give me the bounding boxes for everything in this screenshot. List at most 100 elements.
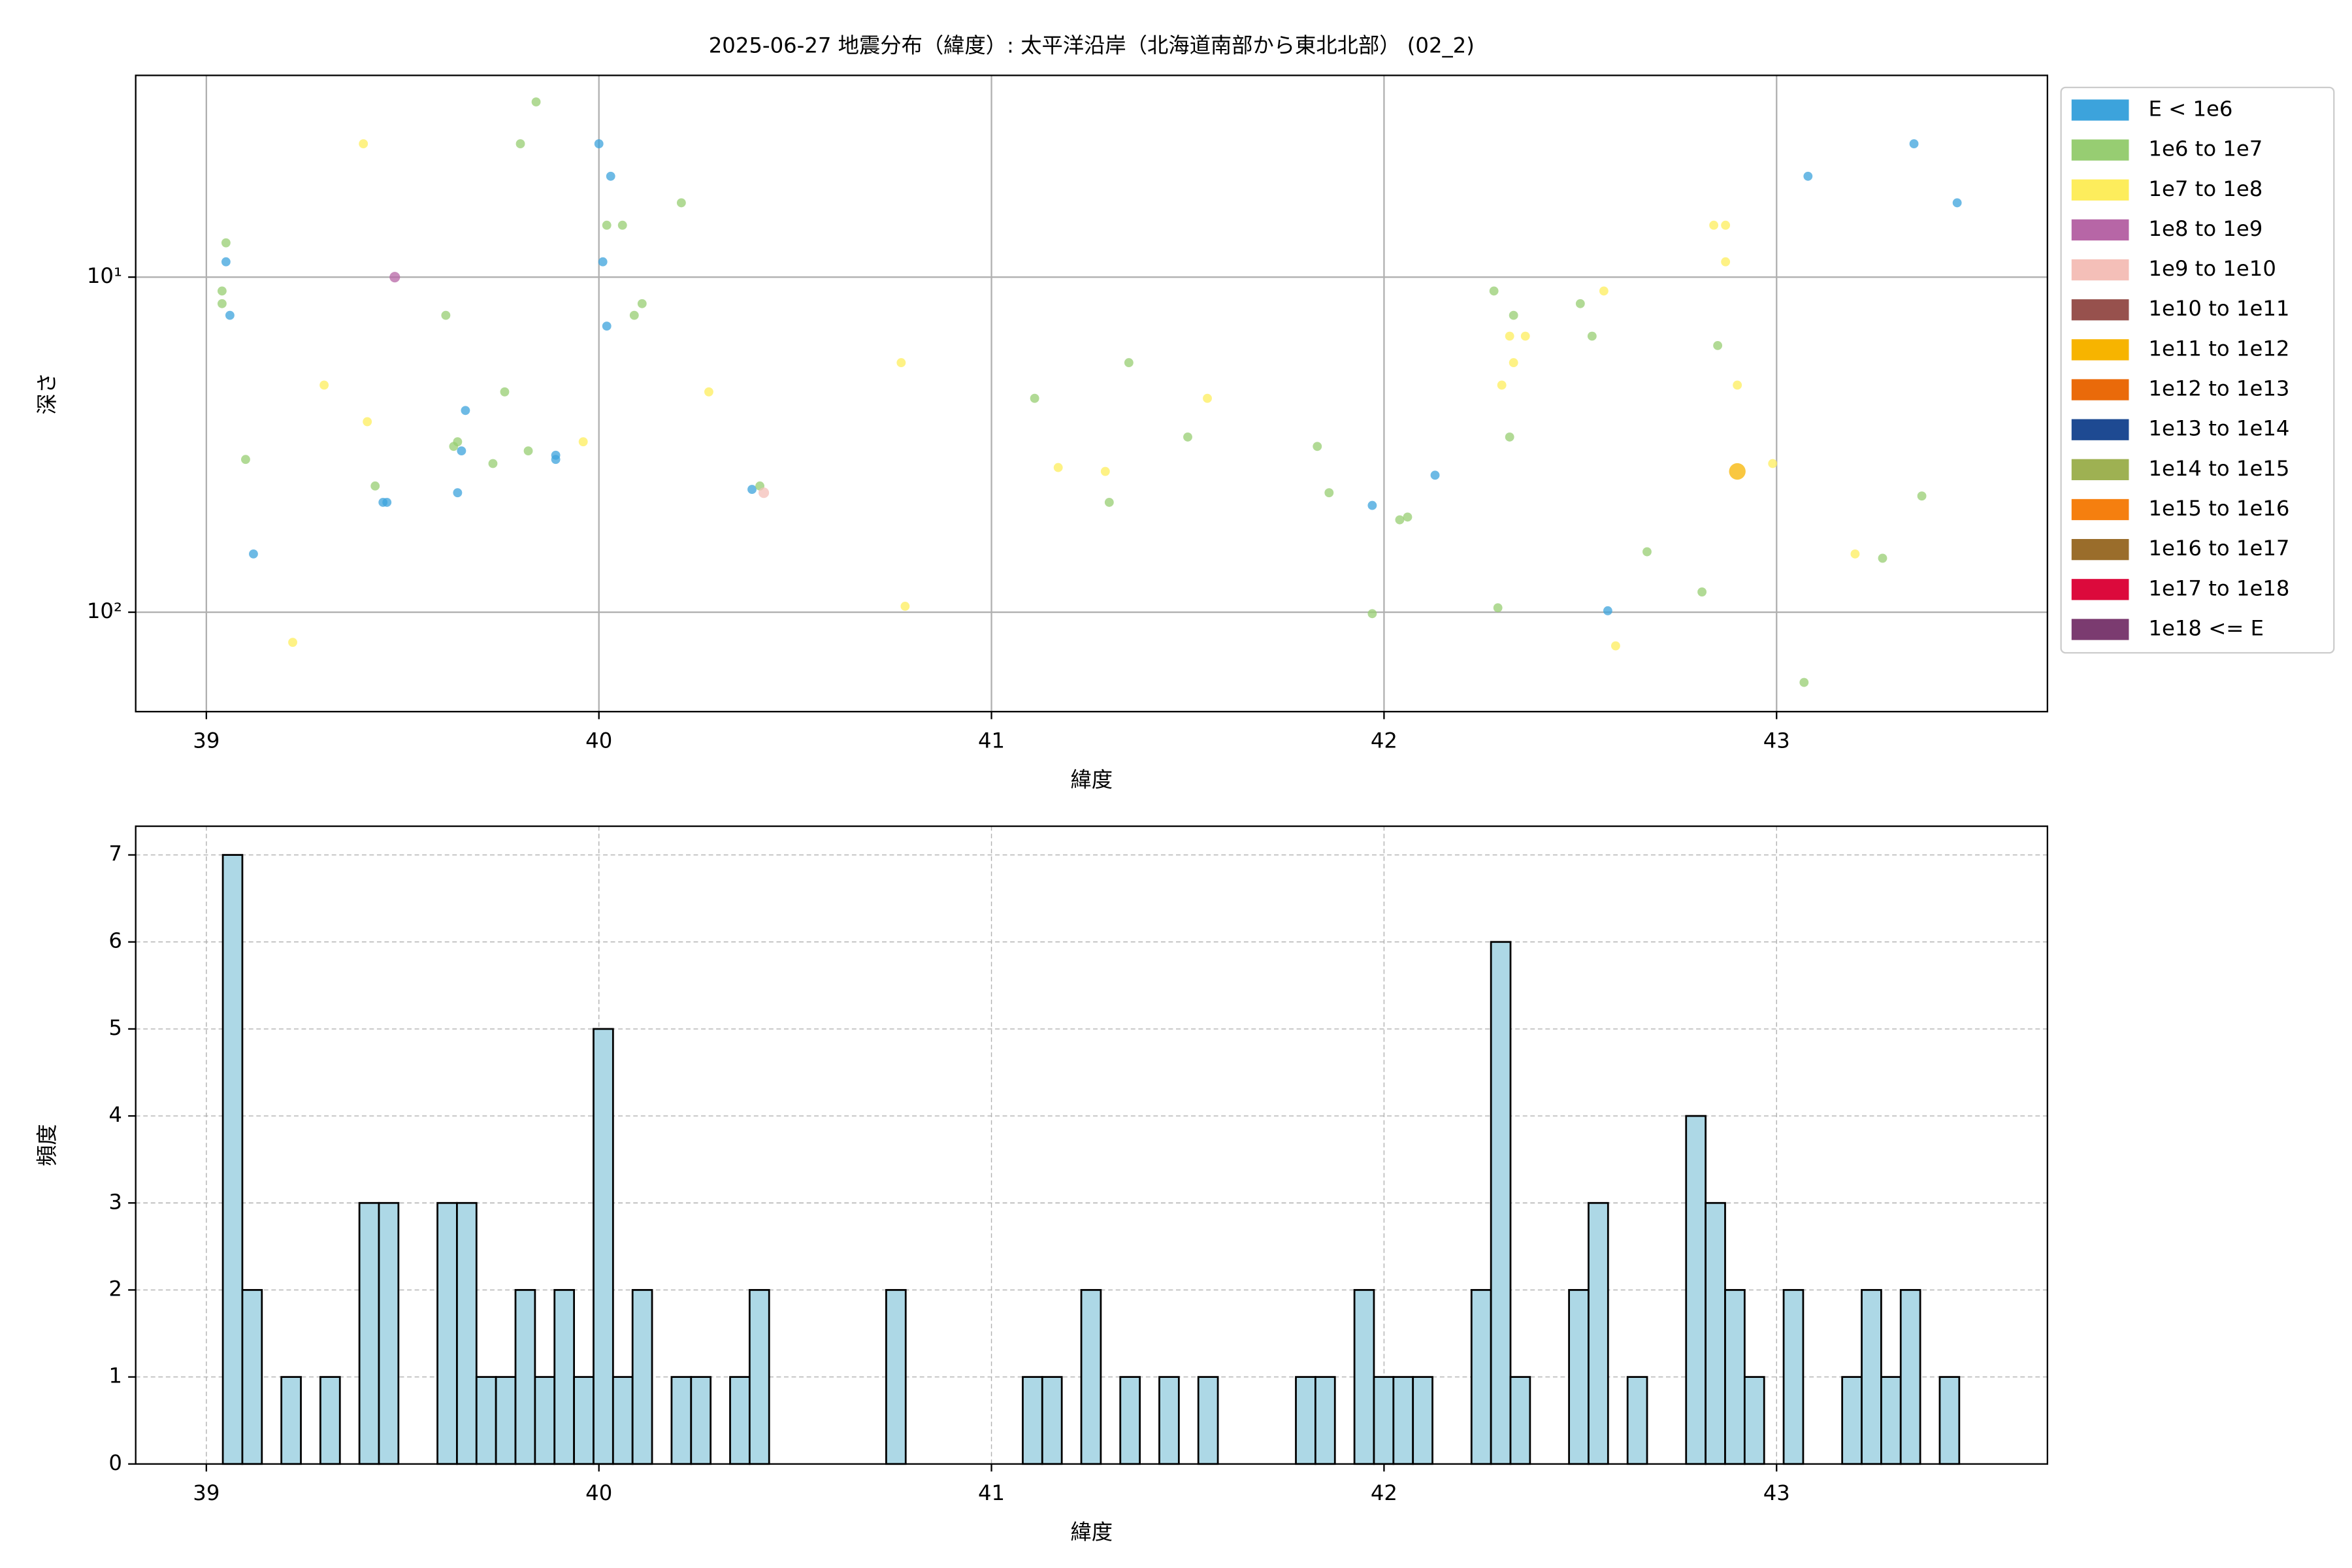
legend-label: 1e14 to 1e15 [2148,456,2289,481]
legend-label: 1e7 to 1e8 [2148,176,2262,201]
bar [1295,1376,1316,1465]
point [617,220,627,230]
legend-swatch [2071,619,2129,640]
point [363,417,372,427]
point [1917,491,1927,501]
y-tick-label: 10¹ [87,263,122,288]
point [453,437,463,447]
bar [729,1376,751,1465]
legend-swatch [2071,379,2129,400]
legend-swatch [2071,299,2129,321]
bar [1509,1376,1531,1465]
bar [1685,1115,1707,1465]
y-tick-label: 10² [87,598,122,623]
bar [1080,1289,1102,1465]
bar [1938,1376,1961,1465]
legend-swatch [2071,459,2129,480]
point [1642,547,1652,557]
x-tick-label: 40 [585,1480,612,1505]
bar [475,1376,497,1465]
scatter-points [217,97,1962,687]
point [1430,470,1440,480]
point [1610,641,1620,651]
legend-label: 1e17 to 1e18 [2148,576,2289,600]
point [1768,459,1778,468]
point [594,139,604,148]
legend-swatch [2071,539,2129,561]
legend-swatch [2071,99,2129,121]
x-tick-label: 43 [1763,728,1790,753]
point [1395,515,1405,525]
point [1489,286,1499,296]
point [1505,432,1514,442]
point [1053,463,1063,472]
point [1124,358,1134,368]
y-axis-label: 深さ [35,372,59,415]
point [578,437,588,447]
bar [1353,1289,1375,1465]
x-axis-label: 緯度 [1070,1520,1113,1544]
point [1909,139,1919,148]
legend-label: 1e13 to 1e14 [2148,416,2289,441]
histogram-bars [221,854,1961,1465]
legend-label: 1e15 to 1e16 [2148,496,2289,521]
bar [1197,1376,1219,1465]
bar [1158,1376,1180,1465]
point [1729,463,1746,480]
point [217,299,227,308]
bar [1782,1289,1805,1465]
point [1697,587,1707,596]
legend-label: 1e12 to 1e13 [2148,376,2289,401]
point [896,358,906,368]
point [1403,512,1413,522]
bar [1588,1201,1609,1465]
point [1183,432,1192,442]
legend-swatch [2071,259,2129,281]
point [1599,286,1609,296]
point [551,455,561,465]
x-tick-label: 41 [978,1480,1005,1505]
point [1878,553,1887,563]
x-tick-label: 43 [1763,1480,1790,1505]
point [1520,331,1530,341]
legend-label: 1e16 to 1e17 [2148,536,2289,561]
legend-label: 1e8 to 1e9 [2148,216,2262,241]
point [758,487,770,498]
point [1509,358,1518,368]
bar [1743,1376,1765,1465]
point [900,602,910,611]
point [1100,466,1110,476]
legend-swatch [2071,498,2129,521]
legend-label: 1e10 to 1e11 [2148,296,2289,321]
bar [593,1028,614,1465]
bar [553,1289,575,1465]
point [241,455,250,465]
bar [1314,1376,1336,1465]
x-tick-label: 42 [1371,1480,1397,1505]
point [1721,257,1731,267]
point [676,198,686,208]
legend-swatch [2071,579,2129,600]
bar [885,1289,907,1465]
y-tick-label: 1 [108,1364,122,1388]
bar [1022,1376,1043,1465]
point [1367,609,1377,619]
point [461,406,470,416]
x-tick-label: 39 [193,1480,220,1505]
legend-swatch [2071,179,2129,201]
legend-swatch [2071,419,2129,440]
point [500,387,510,397]
point [1203,393,1212,403]
point [1324,488,1334,498]
legend-swatch [2071,139,2129,161]
point [531,97,541,106]
point [747,485,757,495]
point [1952,198,1962,208]
bar [378,1201,400,1465]
point [221,238,231,248]
bar [573,1376,595,1465]
point [1505,331,1514,341]
y-tick-label: 6 [108,928,122,953]
